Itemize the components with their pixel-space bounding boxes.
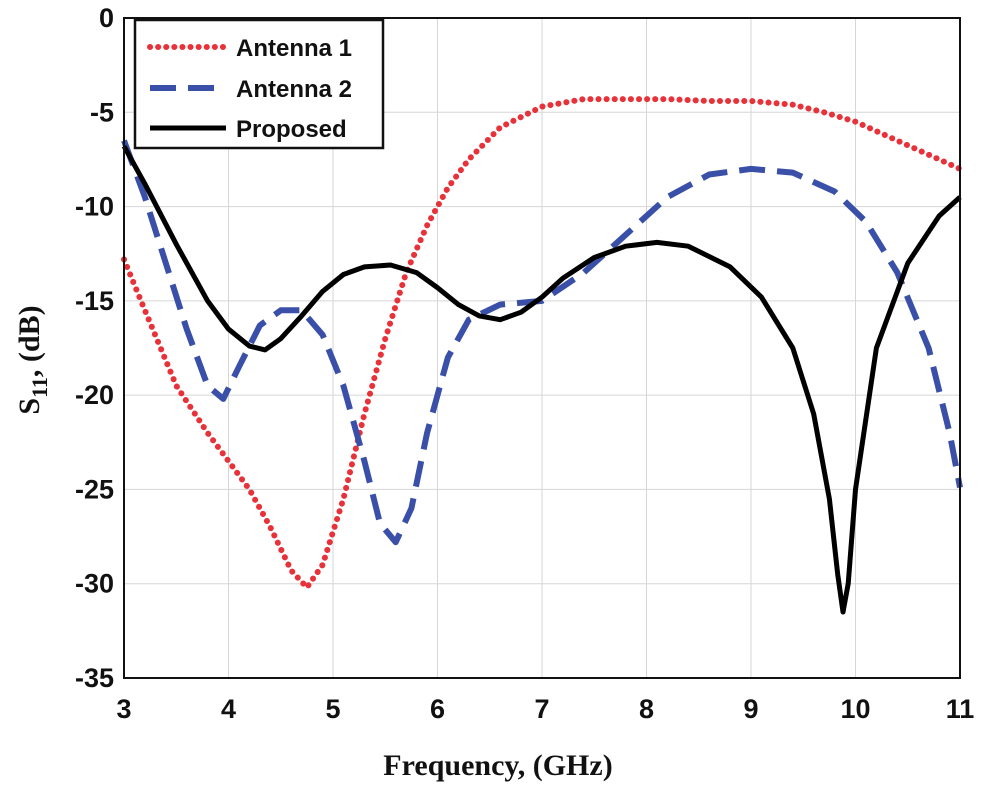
tick-labels: 3 4 5 6 7 8 9 10 11 0 -5 -10 -15 -20 -25 -30 -35 [75,3,974,724]
x-tick-label: 3 [116,694,131,724]
x-tick-label: 10 [840,694,870,724]
y-tick-label: -20 [75,380,114,410]
x-tick-label: 9 [743,694,758,724]
y-tick-label: 0 [99,3,114,33]
series-line-antenna-2 [121,139,963,546]
y-axis-label-rest: , (dB) [13,305,46,377]
legend-label-proposed: Proposed [236,116,347,143]
x-tick-label: 6 [430,694,445,724]
y-tick-label: -30 [75,569,114,599]
x-tick-label: 8 [639,694,654,724]
x-tick-label: 11 [946,694,975,724]
x-tick-label: 4 [221,694,236,724]
legend: Antenna 1 Antenna 2 Proposed [133,18,385,150]
plot-frame [123,17,961,679]
legend-label-antenna-2: Antenna 2 [236,76,352,103]
y-tick-label: -15 [75,286,114,316]
legend-label-antenna-1: Antenna 1 [236,35,352,62]
y-axis-label-subscript: 11 [27,377,52,398]
y-tick-label: -5 [90,97,114,127]
y-tick-label: -25 [75,474,114,504]
x-tick-label: 7 [534,694,549,724]
y-axis-label-main: S [13,398,46,415]
series-lines [121,96,963,615]
y-tick-label: -35 [75,663,114,693]
series-line-antenna-1 [121,96,963,591]
x-axis-label: Frequency, (GHz) [383,749,612,782]
x-tick-label: 5 [325,694,340,724]
y-axis-label: S11, (dB) [13,305,52,414]
y-tick-label: -10 [75,192,114,222]
series-line-proposed [121,144,962,615]
